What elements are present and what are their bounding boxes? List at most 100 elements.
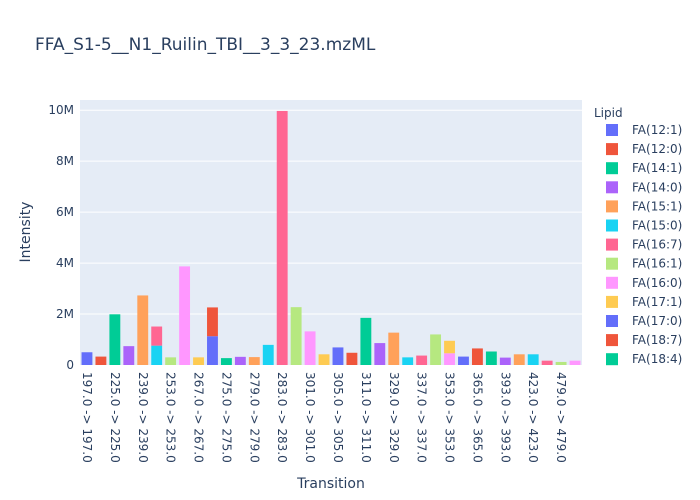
bars bbox=[81, 110, 581, 366]
legend-label: FA(17:1) bbox=[632, 295, 682, 309]
x-tick-label: 301.0 -> 301.0 bbox=[303, 372, 317, 463]
legend-swatch bbox=[606, 276, 618, 289]
bar bbox=[165, 357, 177, 365]
bar bbox=[444, 340, 455, 354]
legend-swatch bbox=[606, 143, 618, 156]
x-tick-label: 225.0 -> 225.0 bbox=[108, 372, 122, 463]
legend: FA(12:1) FA(12:0) FA(14:1) FA(14:0) FA(15:1)… bbox=[606, 123, 682, 366]
bar bbox=[430, 334, 442, 365]
y-tick-label: 8M bbox=[56, 154, 74, 168]
legend-label: FA(12:1) bbox=[632, 123, 682, 137]
bar bbox=[388, 332, 400, 365]
x-tick-label: 267.0 -> 267.0 bbox=[192, 372, 206, 463]
x-tick-label: 329.0 -> 329.0 bbox=[387, 372, 401, 463]
bar bbox=[444, 353, 455, 365]
legend-swatch bbox=[606, 200, 618, 213]
bar bbox=[290, 307, 302, 365]
x-tick-label: 197.0 -> 197.0 bbox=[80, 372, 94, 463]
plot-area bbox=[80, 100, 582, 365]
bar bbox=[402, 357, 414, 365]
bar bbox=[123, 346, 135, 365]
bar bbox=[416, 355, 428, 365]
x-tick-label: 253.0 -> 253.0 bbox=[164, 372, 178, 463]
bar bbox=[179, 266, 191, 365]
bar bbox=[569, 360, 581, 365]
bar bbox=[109, 314, 121, 365]
x-tick-label: 283.0 -> 283.0 bbox=[275, 372, 289, 463]
legend-label: FA(12:0) bbox=[632, 142, 682, 156]
legend-title: Lipid bbox=[594, 106, 623, 120]
bar bbox=[95, 356, 107, 365]
x-tick-label: 365.0 -> 365.0 bbox=[470, 372, 484, 463]
x-tick-label: 305.0 -> 305.0 bbox=[331, 372, 345, 463]
legend-swatch bbox=[606, 353, 618, 366]
y-tick-label: 10M bbox=[48, 103, 74, 117]
y-axis-title: Intensity bbox=[18, 202, 34, 263]
legend-label: FA(16:1) bbox=[632, 257, 682, 271]
bar bbox=[318, 354, 330, 365]
bar bbox=[527, 354, 539, 365]
bar bbox=[499, 357, 511, 365]
bar bbox=[360, 317, 372, 365]
bar bbox=[304, 331, 316, 365]
bar bbox=[193, 357, 204, 365]
x-axis-title: Transition bbox=[296, 476, 365, 492]
gridlines bbox=[80, 109, 582, 315]
bar bbox=[81, 352, 93, 365]
bar bbox=[541, 360, 553, 365]
chart-title: FFA_S1-5__N1_Ruilin_TBI__3_3_23.mzML bbox=[35, 35, 376, 55]
bar bbox=[374, 343, 386, 365]
y-tick-label: 0 bbox=[66, 358, 74, 372]
legend-swatch bbox=[606, 315, 618, 327]
legend-label: FA(14:1) bbox=[632, 161, 682, 175]
legend-label: FA(18:7) bbox=[632, 333, 682, 347]
bar bbox=[151, 326, 163, 346]
legend-label: FA(15:0) bbox=[632, 219, 682, 233]
bar bbox=[151, 345, 163, 365]
bar bbox=[485, 351, 497, 365]
bar bbox=[332, 347, 344, 365]
bar bbox=[276, 110, 288, 366]
legend-label: FA(18:4) bbox=[632, 352, 682, 366]
bar bbox=[262, 344, 274, 365]
legend-swatch bbox=[606, 257, 618, 270]
x-tick-label: 337.0 -> 337.0 bbox=[415, 372, 429, 463]
bar bbox=[513, 354, 525, 365]
x-tick-label: 393.0 -> 393.0 bbox=[498, 372, 512, 463]
y-tick-label: 6M bbox=[56, 205, 74, 219]
legend-swatch bbox=[606, 124, 618, 136]
bar bbox=[137, 295, 149, 365]
y-tick-label: 4M bbox=[56, 256, 74, 270]
bar bbox=[555, 361, 567, 365]
legend-swatch bbox=[606, 219, 618, 232]
legend-label: FA(15:1) bbox=[632, 199, 682, 213]
legend-swatch bbox=[606, 162, 618, 175]
bar bbox=[458, 356, 469, 365]
legend-label: FA(16:0) bbox=[632, 276, 682, 290]
x-tick-label: 275.0 -> 275.0 bbox=[219, 372, 233, 463]
bar bbox=[234, 356, 246, 365]
x-tick-label: 353.0 -> 353.0 bbox=[443, 372, 457, 463]
x-tick-label: 279.0 -> 279.0 bbox=[247, 372, 261, 463]
bar bbox=[220, 358, 232, 365]
legend-label: FA(17:0) bbox=[632, 314, 682, 328]
y-axis-ticks: 0 2M 4M 6M 8M 10M bbox=[48, 103, 74, 372]
x-tick-label: 311.0 -> 311.0 bbox=[359, 372, 373, 463]
x-tick-label: 479.0 -> 479.0 bbox=[554, 372, 568, 463]
x-axis-ticks: 197.0 -> 197.0 225.0 -> 225.0 239.0 -> 239… bbox=[80, 372, 568, 463]
y-tick-label: 2M bbox=[56, 307, 74, 321]
legend-swatch bbox=[606, 295, 618, 308]
bar bbox=[207, 307, 218, 337]
bar bbox=[471, 348, 483, 365]
legend-label: FA(16:7) bbox=[632, 238, 682, 252]
bar bbox=[248, 357, 260, 365]
x-tick-label: 239.0 -> 239.0 bbox=[136, 372, 150, 463]
legend-swatch bbox=[606, 334, 618, 347]
legend-swatch bbox=[606, 238, 618, 251]
x-tick-label: 423.0 -> 423.0 bbox=[526, 372, 540, 463]
legend-swatch bbox=[606, 181, 618, 194]
legend-label: FA(14:0) bbox=[632, 180, 682, 194]
bar bbox=[346, 352, 358, 365]
bar bbox=[207, 336, 218, 365]
